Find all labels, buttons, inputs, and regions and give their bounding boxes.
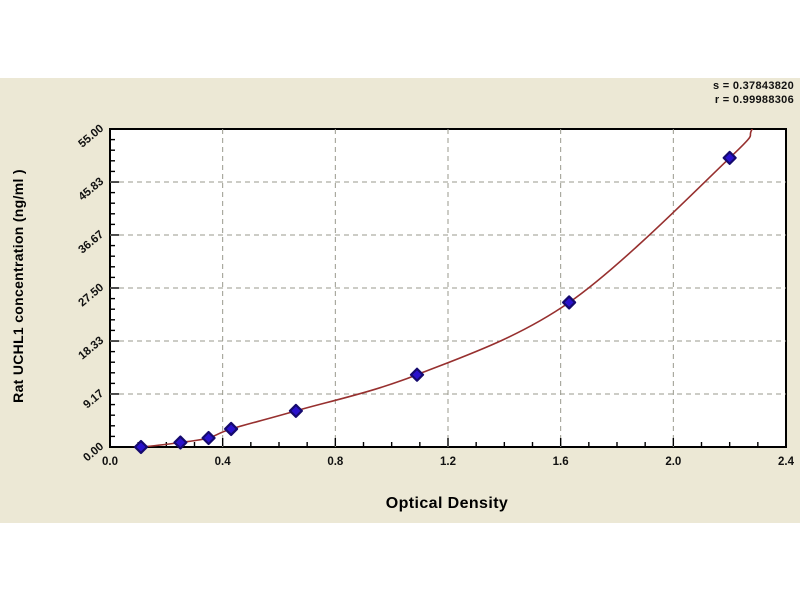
stat-s-value: s = 0.37843820 <box>713 80 794 92</box>
x-tick-label: 0.4 <box>214 456 231 468</box>
y-axis-title: Rat UCHL1 concentration (ng/ml ) <box>10 169 26 403</box>
data-point-marker <box>224 421 239 437</box>
data-point-marker <box>722 150 737 166</box>
data-point-marker <box>133 439 149 455</box>
x-tick-label: 0.8 <box>327 456 344 468</box>
data-point-marker <box>562 295 577 310</box>
x-tick-label: 0.0 <box>102 456 118 468</box>
data-point-marker <box>173 435 188 450</box>
x-tick-label: 1.2 <box>440 456 456 468</box>
stat-r-value: r = 0.99988306 <box>714 94 794 106</box>
x-axis-title: Optical Density <box>385 495 509 512</box>
x-tick-label: 1.6 <box>552 456 569 468</box>
data-point-marker <box>288 403 303 418</box>
data-point-marker <box>201 430 216 446</box>
x-tick-label: 2.4 <box>778 456 794 468</box>
data-point-marker <box>409 367 425 382</box>
fit-statistics: s = 0.37843820 r = 0.99988306 <box>713 79 794 107</box>
x-tick-label: 2.0 <box>665 456 682 468</box>
